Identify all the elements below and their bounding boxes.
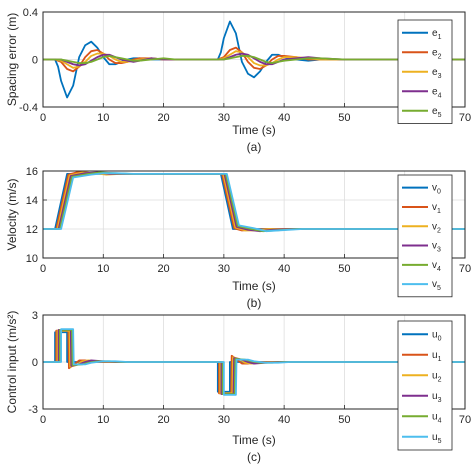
y-axis-label: Spacing error (m) — [5, 13, 19, 106]
x-tick-label: 50 — [338, 414, 350, 426]
x-tick-label: 0 — [40, 263, 46, 275]
legend-label: v4 — [432, 260, 441, 273]
x-tick-label: 50 — [338, 112, 350, 124]
x-tick-label: 30 — [218, 414, 230, 426]
x-tick-label: 40 — [278, 112, 290, 124]
legend-label: v5 — [432, 279, 441, 292]
plot-area — [43, 171, 465, 258]
y-tick-labels: -0.4 0 0.4 — [19, 7, 38, 114]
legend-box — [397, 174, 453, 298]
x-tick-label: 0 — [40, 414, 46, 426]
legend-label: u0 — [432, 329, 442, 342]
x-tick-label: 10 — [97, 263, 109, 275]
y-axis-label: Control input (m/s²) — [5, 311, 19, 414]
panel-caption: (c) — [247, 450, 261, 464]
y-tick-label: 12 — [26, 224, 38, 236]
legend-label: u1 — [432, 350, 442, 363]
x-tick-labels: 010203040506070 — [40, 112, 471, 124]
panel-caption: (a) — [247, 140, 262, 154]
legend-label: v0 — [432, 183, 441, 196]
x-tick-label: 20 — [157, 263, 169, 275]
x-tick-label: 10 — [97, 414, 109, 426]
control-input-panel: 010203040506070 -303 Time (s) Control in… — [5, 310, 471, 464]
legend-label: e5 — [432, 106, 442, 119]
legend: e1 e2 e3 e4 e5 — [397, 19, 453, 124]
series-group — [43, 328, 465, 396]
series-line-6 — [43, 172, 465, 233]
y-tick-label: 14 — [26, 195, 38, 207]
legend: u0 u1 u2 u3 u4 u5 — [397, 320, 453, 451]
x-tick-label: 70 — [459, 112, 471, 124]
plot-frame — [42, 11, 466, 108]
x-tick-label: 40 — [278, 263, 290, 275]
y-tick-label: 0 — [32, 357, 38, 369]
series-line-6 — [43, 328, 465, 396]
y-tick-label: 10 — [26, 253, 38, 265]
y-axis-label: Velocity (m/s) — [5, 178, 19, 250]
x-tick-label: 20 — [157, 112, 169, 124]
legend-label: e1 — [432, 28, 442, 41]
x-tick-label: 40 — [278, 414, 290, 426]
x-tick-label: 50 — [338, 263, 350, 275]
x-tick-label: 0 — [40, 112, 46, 124]
y-tick-label: -0.4 — [19, 102, 38, 114]
spacing-error-panel: 010203040506070 -0.400.4 Time (s) Spacin… — [5, 7, 471, 154]
x-tick-label: 20 — [157, 414, 169, 426]
legend-label: v3 — [432, 241, 441, 254]
x-axis-label: Time (s) — [232, 279, 276, 293]
legend-label: u4 — [432, 411, 442, 424]
legend-label: v2 — [432, 221, 441, 234]
y-tick-label: 0.4 — [23, 7, 38, 19]
plot-frame — [42, 170, 466, 259]
series-group — [43, 20, 465, 99]
x-tick-label: 70 — [459, 414, 471, 426]
y-tick-labels: 10 12 14 16 — [26, 166, 38, 265]
x-axis-label: Time (s) — [232, 123, 276, 137]
legend-label: u5 — [432, 432, 442, 445]
legend-label: e4 — [432, 86, 442, 99]
plot-frame — [42, 314, 466, 410]
series-group — [43, 171, 465, 233]
series-line-5 — [43, 55, 465, 64]
legend-label: v1 — [432, 202, 441, 215]
legend: v0 v1 v2 v3 v4 v5 — [397, 174, 453, 298]
panel-caption: (b) — [247, 296, 262, 310]
x-tick-label: 10 — [97, 112, 109, 124]
x-tick-label: 30 — [218, 112, 230, 124]
legend-label: u2 — [432, 370, 442, 383]
legend-box — [397, 320, 453, 451]
y-tick-label: 16 — [26, 166, 38, 178]
legend-label: e2 — [432, 47, 442, 60]
y-tick-label: 0 — [32, 55, 38, 67]
legend-label: e3 — [432, 67, 442, 80]
y-tick-label: 3 — [32, 310, 38, 322]
y-tick-labels: -3 0 3 — [28, 310, 38, 416]
legend-label: u3 — [432, 391, 442, 404]
x-tick-label: 30 — [218, 263, 230, 275]
x-axis-label: Time (s) — [232, 433, 276, 447]
y-tick-label: -3 — [28, 404, 38, 416]
x-tick-label: 70 — [459, 263, 471, 275]
